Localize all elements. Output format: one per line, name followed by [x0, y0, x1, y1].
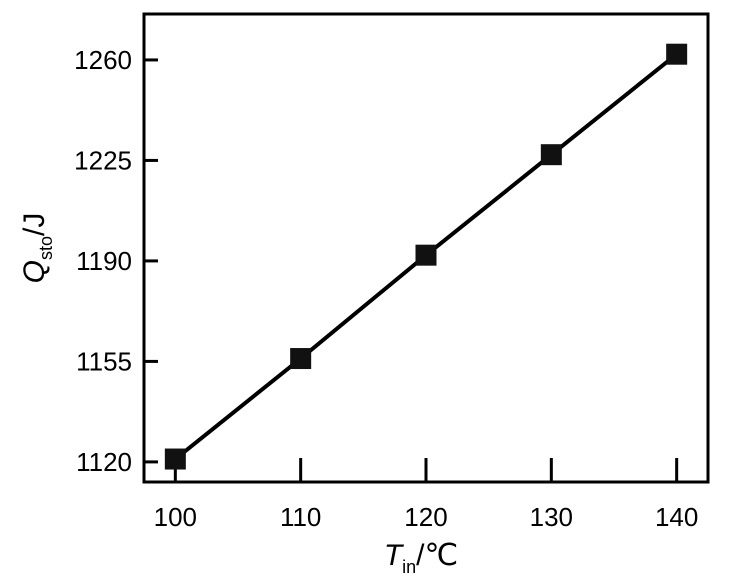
y-tick-label: 1190	[76, 246, 132, 276]
data-point	[666, 43, 688, 65]
x-axis-symbol: T	[384, 539, 405, 572]
y-tick-label: 1155	[76, 346, 132, 376]
y-axis: 1120 1155 1190 1225 1260	[74, 45, 158, 477]
y-tick-label: 1260	[74, 45, 132, 75]
x-axis-unit: /℃	[416, 539, 458, 572]
x-tick-label: 100	[154, 502, 197, 532]
x-axis-label: Tin/℃	[384, 539, 458, 577]
data-point	[540, 144, 562, 166]
data-point	[164, 448, 186, 470]
y-axis-symbol: Q	[18, 260, 51, 283]
x-tick-label: 120	[404, 502, 447, 532]
y-axis-label: Qsto/J	[18, 213, 56, 284]
x-tick-label: 110	[280, 502, 321, 532]
x-tick-label: 140	[655, 502, 698, 532]
data-point	[415, 244, 437, 266]
y-axis-subscript: sto	[36, 236, 56, 260]
y-tick-label: 1225	[74, 145, 132, 175]
data-series	[164, 43, 688, 470]
x-tick-label: 130	[530, 502, 573, 532]
x-axis-subscript: in	[402, 557, 416, 577]
y-axis-unit: /J	[18, 213, 51, 236]
data-point	[290, 348, 312, 370]
y-tick-label: 1120	[76, 447, 132, 477]
x-axis: 100 110 120 130 140	[154, 458, 698, 532]
